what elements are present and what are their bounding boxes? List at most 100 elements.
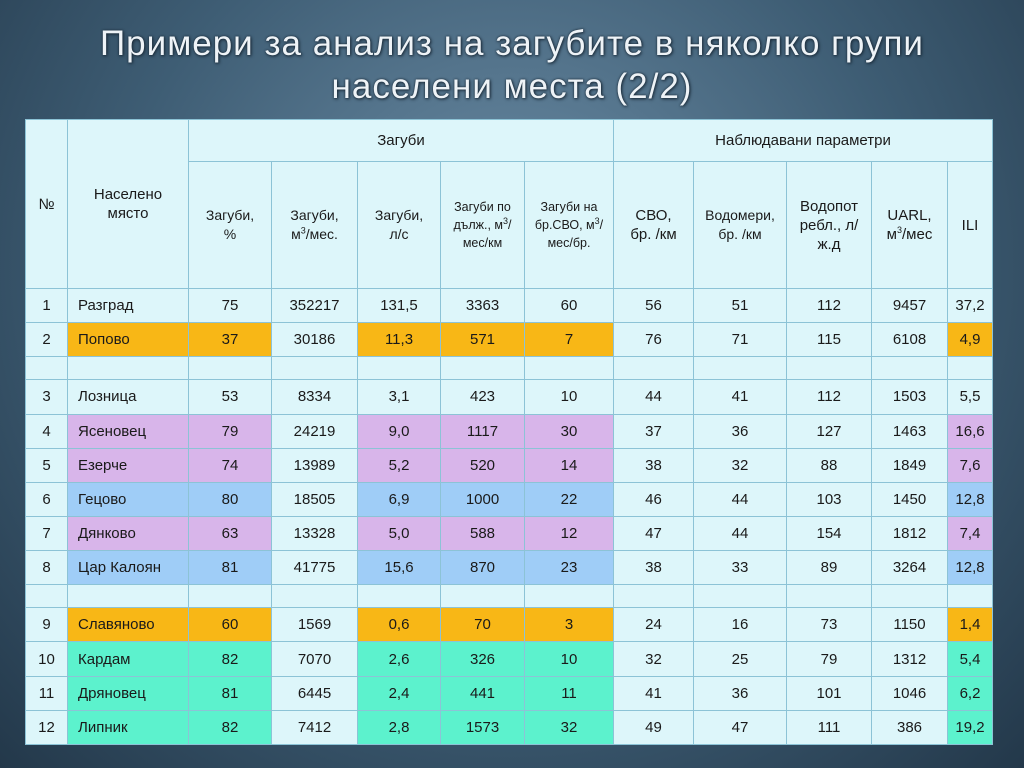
header-loss-ls: Загуби, л/с	[357, 161, 441, 289]
place-name-cell: Цар Калоян	[67, 550, 189, 586]
value-cell: 19,2	[946, 709, 994, 746]
spacer-cell	[188, 584, 272, 609]
value-cell: 423	[440, 379, 525, 415]
value-cell: 24	[613, 607, 694, 643]
value-cell: 14	[524, 447, 614, 483]
value-cell: 103	[786, 481, 872, 517]
value-cell: 352217	[271, 287, 358, 324]
value-cell: 6108	[871, 322, 948, 358]
value-cell: 11,3	[357, 322, 441, 358]
place-name-cell: Лозница	[67, 379, 189, 415]
value-cell: 9,0	[357, 413, 441, 449]
value-cell: 32	[613, 641, 694, 677]
spacer-cell	[271, 584, 358, 609]
spacer-cell	[786, 356, 872, 381]
value-cell: 32	[693, 447, 787, 483]
spacer-cell	[25, 356, 68, 381]
value-cell: 3264	[871, 550, 948, 586]
table-row: 11 Дряновец 81 6445 2,4 441 11 41 36 101 1046 6,2	[25, 675, 994, 711]
value-cell: 82	[188, 709, 272, 746]
value-cell: 44	[693, 515, 787, 552]
value-cell: 1046	[871, 675, 948, 711]
value-cell: 33	[693, 550, 787, 586]
row-number-cell: 3	[25, 379, 68, 415]
value-cell: 10	[524, 641, 614, 677]
value-cell: 1312	[871, 641, 948, 677]
value-cell: 46	[613, 481, 694, 517]
value-cell: 60	[188, 607, 272, 643]
value-cell: 74	[188, 447, 272, 483]
spacer-cell	[440, 356, 525, 381]
value-cell: 1503	[871, 379, 948, 415]
value-cell: 6445	[271, 675, 358, 711]
place-name-cell: Дряновец	[67, 675, 189, 711]
value-cell: 37	[613, 413, 694, 449]
value-cell: 16	[693, 607, 787, 643]
spacer-cell	[946, 584, 994, 609]
value-cell: 10	[524, 379, 614, 415]
header-consumption-label: Водопот ребл., л/ж.д	[799, 197, 859, 253]
value-cell: 7070	[271, 641, 358, 677]
table-row: 4 Ясеновец 79 24219 9,0 1117 30 37 36 127 1463 16,6	[25, 413, 994, 449]
spacer-cell	[188, 356, 272, 381]
table-row: 3 Лозница 53 8334 3,1 423 10 44 41 112 1503 5,5	[25, 379, 994, 415]
header-loss-m3: Загуби, м3/мес.	[271, 161, 358, 289]
value-cell: 7412	[271, 709, 358, 746]
value-cell: 71	[693, 322, 787, 358]
value-cell: 75	[188, 287, 272, 324]
value-cell: 81	[188, 550, 272, 586]
value-cell: 81	[188, 675, 272, 711]
value-cell: 89	[786, 550, 872, 586]
value-cell: 6,2	[946, 675, 994, 711]
value-cell: 47	[693, 709, 787, 746]
spacer-cell	[871, 356, 948, 381]
value-cell: 1000	[440, 481, 525, 517]
value-cell: 51	[693, 287, 787, 324]
row-number-cell: 12	[25, 709, 68, 746]
header-uarl-label: UARL, м	[886, 207, 932, 243]
value-cell: 7,6	[946, 447, 994, 483]
value-cell: 15,6	[357, 550, 441, 586]
value-cell: 112	[786, 287, 872, 324]
table-row: 8 Цар Калоян 81 41775 15,6 870 23 38 33 89 3264 12,…	[25, 550, 994, 586]
header-place-label: Населено място	[93, 186, 163, 222]
value-cell: 101	[786, 675, 872, 711]
value-cell: 76	[613, 322, 694, 358]
value-cell: 441	[440, 675, 525, 711]
header-svo-per-km: СВО, бр. /км	[613, 161, 694, 289]
value-cell: 1573	[440, 709, 525, 746]
value-cell: 16,6	[946, 413, 994, 449]
row-number-cell: 5	[25, 447, 68, 483]
value-cell: 115	[786, 322, 872, 358]
header-loss-per-svo-label: Загуби на бр.СВО, м	[534, 200, 598, 232]
header-loss-per-svo: Загуби на бр.СВО, м3/мес/бр.	[524, 161, 614, 289]
header-place: Населено място	[67, 119, 189, 289]
header-ili: ILI	[946, 161, 994, 289]
table-row: 10 Кардам 82 7070 2,6 326 10 32 25 79 1312 5,4	[25, 641, 994, 677]
value-cell: 41	[613, 675, 694, 711]
value-cell: 73	[786, 607, 872, 643]
table-row: 7 Дянково 63 13328 5,0 588 12 47 44 154 1812 7,4	[25, 515, 994, 552]
value-cell: 44	[613, 379, 694, 415]
place-name-cell: Попово	[67, 322, 189, 358]
spacer-cell	[67, 584, 189, 609]
value-cell: 112	[786, 379, 872, 415]
value-cell: 2,6	[357, 641, 441, 677]
value-cell: 3	[524, 607, 614, 643]
value-cell: 1569	[271, 607, 358, 643]
place-name-cell: Кардам	[67, 641, 189, 677]
place-name-cell: Езерче	[67, 447, 189, 483]
title-line-1: Примери за анализ на загубите в няколко …	[100, 24, 924, 63]
place-name-cell: Разград	[67, 287, 189, 324]
value-cell: 8334	[271, 379, 358, 415]
value-cell: 13989	[271, 447, 358, 483]
header-loss-pct-label: Загуби, %	[205, 207, 255, 242]
spacer-cell	[871, 584, 948, 609]
value-cell: 36	[693, 413, 787, 449]
value-cell: 70	[440, 607, 525, 643]
spacer-row	[25, 356, 994, 381]
value-cell: 386	[871, 709, 948, 746]
value-cell: 2,8	[357, 709, 441, 746]
value-cell: 154	[786, 515, 872, 552]
spacer-cell	[524, 584, 614, 609]
